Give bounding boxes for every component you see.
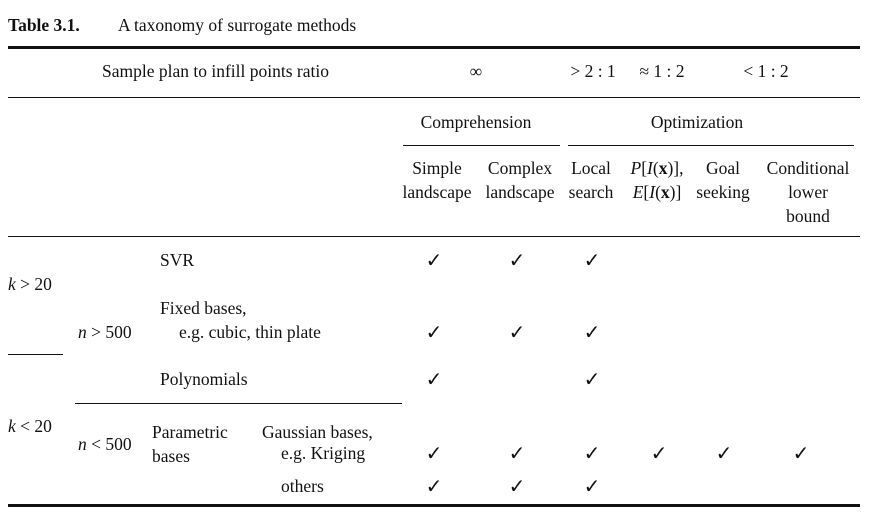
ratio-lt-1-2: < 1 : 2 [743, 61, 789, 81]
col-conditional-lower-bound: Conditional lower bound [766, 158, 850, 226]
col-goal-seeking: Goal seeking [696, 158, 750, 202]
row-n-gt-500: n > 500 [78, 322, 132, 342]
table-caption-label: Table 3.1. [8, 15, 80, 35]
check-gaussian-bases-col-3: ✓ [583, 441, 601, 465]
check-svr-col-3: ✓ [583, 248, 601, 272]
check-gaussian-bases-col-4: ✓ [650, 441, 668, 465]
row-k-gt-20: k > 20 [8, 274, 52, 294]
check-svr-col-1: ✓ [425, 248, 443, 272]
row-fixed-bases: Fixed bases, [160, 298, 247, 318]
check-gaussian-bases-col-5: ✓ [715, 441, 733, 465]
col-expected-improvement: P[I(x)], E[I(x)] [630, 158, 684, 202]
check-gaussian-bases-col-6: ✓ [792, 441, 810, 465]
optimization-rule [568, 145, 854, 146]
row-others: others [281, 476, 324, 496]
check-others-col-2: ✓ [508, 474, 526, 498]
check-gaussian-bases-col-2: ✓ [508, 441, 526, 465]
ratio-label: Sample plan to infill points ratio [102, 61, 329, 81]
col-simple-landscape: Simple landscape [402, 158, 472, 202]
row-polynomials: Polynomials [160, 369, 248, 389]
ratio-infinity: ∞ [469, 61, 483, 81]
check-gaussian-bases-col-1: ✓ [425, 441, 443, 465]
comprehension-rule [403, 145, 560, 146]
check-others-col-3: ✓ [583, 474, 601, 498]
check-polynomials-col-1: ✓ [425, 367, 443, 391]
group-comprehension: Comprehension [420, 112, 532, 132]
row-svr: SVR [160, 250, 195, 270]
ratio-gt-2-1: > 2 : 1 [570, 61, 616, 81]
check-others-col-1: ✓ [425, 474, 443, 498]
check-fixed-bases-col-1: ✓ [425, 320, 443, 344]
row-n-lt-500: n < 500 [78, 434, 132, 454]
ratio-approx-1-2: ≈ 1 : 2 [639, 61, 685, 81]
check-fixed-bases-col-3: ✓ [583, 320, 601, 344]
row-parametric-bases: Parametric bases [152, 422, 228, 466]
col-complex-landscape: Complex landscape [485, 158, 555, 202]
row-fixed-bases-example: e.g. cubic, thin plate [179, 322, 321, 342]
row-gaussian-bases: Gaussian bases, [262, 422, 373, 442]
check-polynomials-col-3: ✓ [583, 367, 601, 391]
header-rule [8, 97, 860, 98]
check-fixed-bases-col-2: ✓ [508, 320, 526, 344]
row-k-lt-20: k < 20 [8, 416, 52, 436]
body-rule [8, 236, 860, 237]
group-optimization: Optimization [650, 112, 744, 132]
col-local-search: Local search [568, 158, 614, 202]
table-caption-text: A taxonomy of surrogate methods [118, 15, 357, 35]
k-divider-rule [8, 354, 63, 355]
bottom-rule [8, 504, 860, 507]
top-rule [8, 46, 860, 49]
row-gaussian-bases-example: e.g. Kriging [281, 443, 366, 463]
n-divider-rule [75, 403, 402, 404]
check-svr-col-2: ✓ [508, 248, 526, 272]
